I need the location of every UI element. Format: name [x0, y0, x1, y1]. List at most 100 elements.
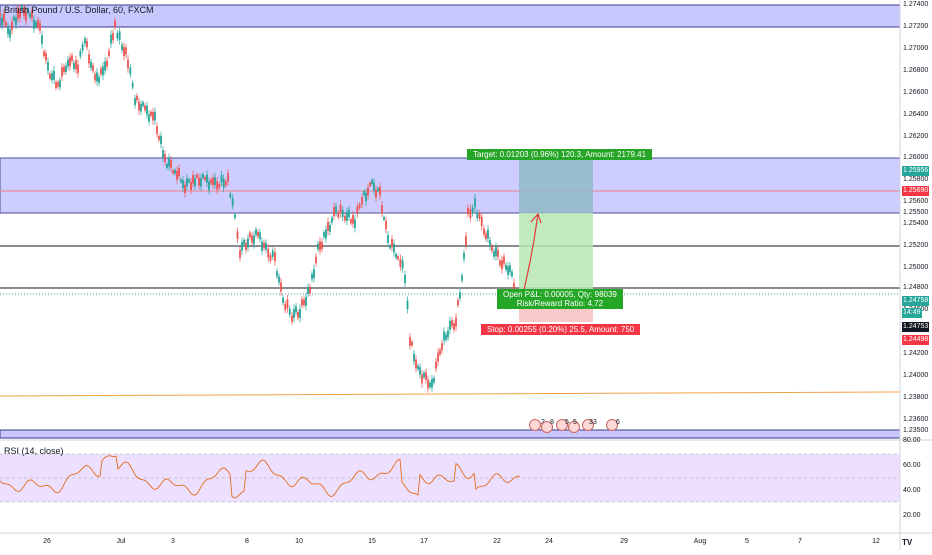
- candle-body: [170, 159, 172, 168]
- candle-body: [229, 193, 232, 198]
- candle-body: [297, 312, 299, 318]
- candle-body: [61, 67, 63, 77]
- flag-icon[interactable]: [556, 419, 568, 431]
- candle-body: [358, 204, 361, 209]
- candle-body: [469, 208, 472, 218]
- candle-body: [339, 204, 342, 214]
- candle-body: [286, 299, 289, 309]
- event-count: 33: [589, 419, 597, 426]
- candle-body: [463, 253, 465, 260]
- candle-body: [480, 216, 483, 226]
- candle-body: [263, 242, 265, 249]
- flag-icon[interactable]: [606, 419, 618, 431]
- candle-body: [106, 60, 108, 67]
- candle-body: [131, 82, 134, 88]
- candle-body: [168, 157, 170, 167]
- price-tick-label: 1.26600: [903, 89, 929, 96]
- tradingview-logo: TV: [902, 538, 913, 547]
- time-tick-label: 7: [798, 538, 802, 545]
- candle-body: [19, 9, 21, 18]
- candle-body: [146, 105, 148, 115]
- candle-body: [9, 29, 11, 38]
- candle-body: [200, 178, 202, 187]
- candle-body: [445, 334, 447, 340]
- candle-body: [100, 68, 102, 75]
- candle-body: [313, 269, 315, 278]
- candle-body: [59, 80, 61, 88]
- candle-body: [453, 323, 455, 330]
- time-tick-label: 29: [620, 538, 628, 545]
- candle-body: [251, 235, 253, 243]
- candle-body: [280, 282, 282, 292]
- candle-body: [331, 217, 333, 223]
- candle-body: [267, 248, 270, 258]
- event-count: 5: [565, 419, 569, 426]
- candle-body: [17, 9, 19, 19]
- position-target-area[interactable]: [519, 158, 593, 213]
- candle-body: [208, 181, 210, 191]
- candle-body: [385, 220, 387, 229]
- trendline-orange: [0, 391, 901, 397]
- resistance-zone-middle: [0, 157, 901, 214]
- candle-body: [253, 235, 255, 245]
- candle-body: [84, 38, 86, 44]
- candle-body: [259, 232, 261, 240]
- candle-body: [411, 341, 413, 346]
- candle-body: [102, 66, 104, 76]
- open-pnl-label[interactable]: Open P&L: 0.00005, Qty: 98039 Risk/Rewar…: [497, 289, 623, 309]
- flag-icon[interactable]: [582, 419, 594, 431]
- candle-body: [503, 256, 505, 264]
- candle-body: [243, 239, 245, 245]
- candle-body: [37, 19, 39, 27]
- position-profit-area[interactable]: [519, 213, 593, 294]
- candle-body: [249, 232, 251, 238]
- candle-body: [288, 308, 291, 315]
- candle-body: [224, 181, 227, 186]
- flag-icon[interactable]: [541, 421, 553, 433]
- time-tick-label: 10: [295, 538, 303, 545]
- candle-body: [77, 64, 79, 74]
- candle-body: [212, 177, 214, 186]
- candle-body: [443, 331, 445, 341]
- target-label[interactable]: Target: 0.01203 (0.96%) 120.3, Amount: 2…: [467, 149, 653, 160]
- candle-body: [447, 330, 449, 338]
- candle-body: [182, 180, 184, 189]
- rsi-level-label: 40.00: [903, 487, 921, 494]
- candle-body: [138, 101, 140, 111]
- candle-body: [335, 206, 337, 214]
- candle-body: [172, 170, 174, 174]
- candle-body: [501, 260, 503, 270]
- candle-body: [158, 135, 160, 140]
- candle-body: [3, 13, 5, 22]
- candle-body: [51, 73, 53, 81]
- flag-icon[interactable]: [568, 421, 580, 433]
- flag-icon[interactable]: [529, 419, 541, 431]
- candle-body: [184, 184, 186, 194]
- rsi-level-label: 80.00: [903, 437, 921, 444]
- candle-body: [350, 219, 352, 224]
- candle-body: [435, 361, 437, 369]
- candle-body: [467, 207, 469, 215]
- candle-body: [393, 243, 395, 253]
- open-pnl-text: Open P&L: 0.00005, Qty: 98039: [503, 290, 617, 299]
- candle-body: [53, 70, 55, 80]
- candle-body: [136, 95, 138, 101]
- stop-label[interactable]: Stop: 0.00255 (0.20%) 25.5, Amount: 750: [481, 324, 641, 335]
- risk-reward-text: Risk/Reward Ratio: 4.72: [516, 299, 604, 308]
- rsi-level-label: 60.00: [903, 462, 921, 469]
- candle-body: [90, 61, 92, 69]
- candle-body: [218, 183, 221, 188]
- time-tick-label: 5: [745, 538, 749, 545]
- candle-body: [425, 372, 427, 380]
- candle-body: [216, 181, 219, 190]
- candle-body: [140, 103, 142, 112]
- candle-body: [476, 212, 479, 219]
- candle-body: [13, 16, 15, 21]
- candle-body: [210, 179, 212, 184]
- price-tag-label: 1.25690: [902, 186, 930, 196]
- candle-body: [69, 57, 71, 67]
- candle-body: [433, 377, 435, 383]
- candle-body: [381, 205, 383, 214]
